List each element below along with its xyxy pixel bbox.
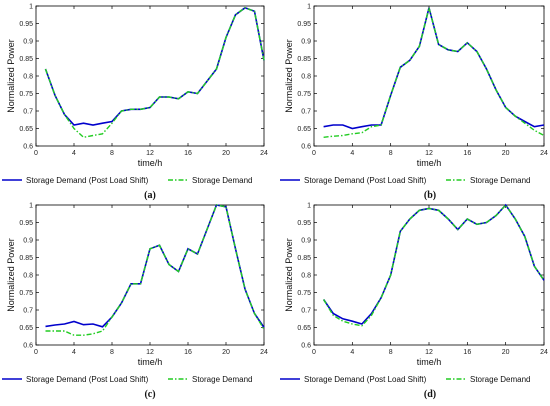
x-tick-label: 12 xyxy=(425,349,433,356)
plot-frame xyxy=(313,204,545,346)
chart-panel-2: 0 4 8 12 16 20 24 0.6 0.65 0.7 0.75 0.8 0.85 0.9 0.95 1… xyxy=(2,203,268,400)
series-line-1 xyxy=(323,203,545,327)
y-tick-label: 0.65 xyxy=(297,325,311,332)
y-axis-label: Normalized Power xyxy=(284,39,294,113)
y-tick-label: 0.6 xyxy=(23,144,33,151)
series-line-0 xyxy=(44,6,265,126)
x-tick-label: 20 xyxy=(502,349,510,356)
y-axis-label: Normalized Power xyxy=(284,238,294,312)
x-tick-label: 4 xyxy=(72,150,76,157)
x-tick-label: 4 xyxy=(72,349,76,356)
y-tick-label: 0.6 xyxy=(23,343,33,350)
legend-label-1: Storage Demand xyxy=(192,375,252,384)
legend-label-0: Storage Demand (Post Load Shift) xyxy=(304,176,427,185)
panel-caption: (a) xyxy=(144,190,156,201)
y-axis-label: Normalized Power xyxy=(6,39,16,113)
y-tick-label: 0.8 xyxy=(301,74,311,81)
legend-label-0: Storage Demand (Post Load Shift) xyxy=(26,375,149,384)
x-tick-label: 16 xyxy=(463,349,471,356)
y-tick-label: 0.95 xyxy=(19,21,33,28)
x-tick-label: 24 xyxy=(260,349,268,356)
y-tick-label: 0.8 xyxy=(301,273,311,280)
y-tick-label: 0.65 xyxy=(19,126,33,133)
x-axis-label: time/h xyxy=(417,158,442,168)
x-tick-label: 12 xyxy=(146,349,154,356)
legend-label-1: Storage Demand xyxy=(470,176,530,185)
x-tick-label: 12 xyxy=(425,150,433,157)
x-tick-label: 20 xyxy=(502,150,510,157)
plot-frame xyxy=(313,5,545,147)
panel-caption: (d) xyxy=(424,389,436,400)
y-axis-label: Normalized Power xyxy=(6,238,16,312)
y-tick-label: 0.9 xyxy=(23,39,33,46)
y-tick-label: 0.7 xyxy=(23,308,33,315)
x-tick-label: 8 xyxy=(389,349,393,356)
y-tick-label: 0.75 xyxy=(19,290,33,297)
x-tick-label: 24 xyxy=(540,349,548,356)
y-tick-label: 0.9 xyxy=(301,39,311,46)
x-tick-label: 16 xyxy=(463,150,471,157)
y-tick-label: 0.9 xyxy=(23,238,33,245)
x-tick-label: 24 xyxy=(260,150,268,157)
x-axis-label: time/h xyxy=(138,357,163,367)
y-tick-label: 1 xyxy=(307,4,311,11)
y-tick-label: 0.85 xyxy=(297,255,311,262)
y-tick-label: 0.85 xyxy=(19,56,33,63)
y-tick-label: 1 xyxy=(29,203,33,210)
legend-label-1: Storage Demand xyxy=(192,176,252,185)
y-tick-label: 0.7 xyxy=(23,109,33,116)
x-tick-label: 8 xyxy=(389,150,393,157)
panel-caption: (c) xyxy=(144,389,155,400)
x-tick-label: 12 xyxy=(146,150,154,157)
y-tick-label: 0.75 xyxy=(19,91,33,98)
x-tick-label: 4 xyxy=(350,150,354,157)
y-tick-label: 0.95 xyxy=(297,21,311,28)
y-tick-label: 0.85 xyxy=(297,56,311,63)
y-tick-label: 0.65 xyxy=(297,126,311,133)
plot-frame xyxy=(35,5,265,147)
panel-caption: (b) xyxy=(424,190,436,201)
chart-panel-0: 0 4 8 12 16 20 24 0.6 0.65 0.7 0.75 0.8 0.85 0.9 0.95 1… xyxy=(2,4,268,201)
legend-label-1: Storage Demand xyxy=(470,375,530,384)
y-tick-label: 0.8 xyxy=(23,273,33,280)
y-tick-label: 0.95 xyxy=(297,220,311,227)
y-tick-label: 0.7 xyxy=(301,109,311,116)
y-tick-label: 0.75 xyxy=(297,91,311,98)
y-tick-label: 0.6 xyxy=(301,144,311,151)
x-tick-label: 24 xyxy=(540,150,548,157)
chart-panel-3: 0 4 8 12 16 20 24 0.6 0.65 0.7 0.75 0.8 0.85 0.9 0.95 1… xyxy=(280,203,548,400)
x-tick-label: 4 xyxy=(350,349,354,356)
y-tick-label: 0.85 xyxy=(19,255,33,262)
x-tick-label: 20 xyxy=(222,349,230,356)
x-tick-label: 8 xyxy=(110,349,114,356)
y-tick-label: 0.75 xyxy=(297,290,311,297)
legend-label-0: Storage Demand (Post Load Shift) xyxy=(304,375,427,384)
y-tick-label: 0.8 xyxy=(23,74,33,81)
x-tick-label: 0 xyxy=(312,150,316,157)
y-tick-label: 1 xyxy=(29,4,33,11)
series-line-1 xyxy=(45,204,265,336)
x-axis-label: time/h xyxy=(138,158,163,168)
chart-panel-1: 0 4 8 12 16 20 24 0.6 0.65 0.7 0.75 0.8 0.85 0.9 0.95 1… xyxy=(280,4,548,201)
x-tick-label: 0 xyxy=(312,349,316,356)
y-tick-label: 0.95 xyxy=(19,220,33,227)
y-tick-label: 1 xyxy=(307,203,311,210)
y-tick-label: 0.6 xyxy=(301,343,311,350)
y-tick-label: 0.65 xyxy=(19,325,33,332)
y-tick-label: 0.7 xyxy=(301,308,311,315)
x-axis-label: time/h xyxy=(417,357,442,367)
x-tick-label: 20 xyxy=(222,150,230,157)
x-tick-label: 16 xyxy=(184,150,192,157)
series-line-1 xyxy=(323,7,545,138)
x-tick-label: 0 xyxy=(34,150,38,157)
legend-label-0: Storage Demand (Post Load Shift) xyxy=(26,176,149,185)
y-tick-label: 0.9 xyxy=(301,238,311,245)
x-tick-label: 16 xyxy=(184,349,192,356)
x-tick-label: 8 xyxy=(110,150,114,157)
series-line-1 xyxy=(44,7,265,139)
x-tick-label: 0 xyxy=(34,349,38,356)
